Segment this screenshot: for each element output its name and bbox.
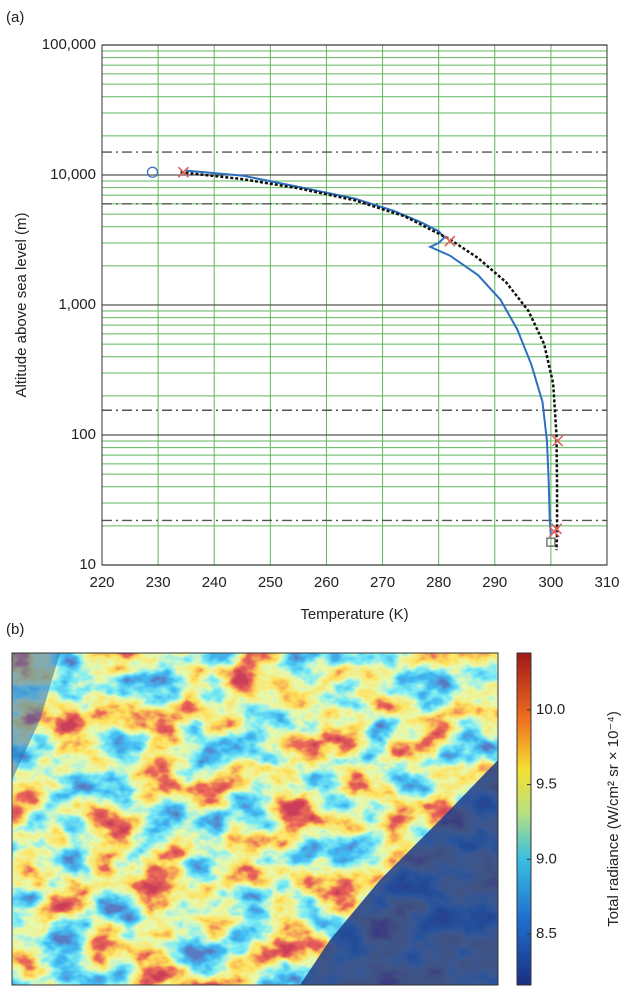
colorbar-tick-label: 10.0	[536, 701, 565, 718]
panel-label: (b)	[6, 621, 24, 638]
colorbar-tick-label: 8.5	[536, 925, 557, 942]
profile-line	[180, 171, 559, 551]
y-tick-label: 100	[71, 426, 96, 443]
colorbar	[516, 652, 532, 986]
x-tick-label: 250	[258, 574, 283, 591]
x-tick-label: 240	[202, 574, 227, 591]
x-tick-label: 220	[89, 574, 114, 591]
x-axis-label: Temperature (K)	[300, 606, 408, 623]
x-tick-label: 300	[538, 574, 563, 591]
image-region	[12, 653, 60, 780]
image-region	[300, 760, 498, 985]
colorbar-tick-label: 9.5	[536, 776, 557, 793]
x-tick-label: 290	[482, 574, 507, 591]
y-tick-label: 100,000	[42, 36, 96, 53]
y-tick-label: 10	[79, 556, 96, 573]
profile-line	[186, 169, 552, 536]
panel-a: (a) 10 100 1,000 10,000 100,000 220 230 240 250 26…	[6, 9, 620, 623]
radiance-image	[12, 653, 498, 985]
colorbar-label: Total radiance (W/cm² sr × 10⁻⁴)	[605, 711, 622, 927]
panel-label: (a)	[6, 9, 24, 26]
colorbar-tick-label: 9.0	[536, 850, 557, 867]
image-frame	[11, 652, 499, 986]
y-tick-label: 1,000	[58, 296, 96, 313]
x-tick-label: 280	[426, 574, 451, 591]
y-tick-label: 10,000	[50, 166, 96, 183]
x-tick-label: 230	[146, 574, 171, 591]
x-tick-label: 260	[314, 574, 339, 591]
x-tick-label: 310	[594, 574, 619, 591]
panel-b: (b) 10.0 9.5 9.0 8.5 Total radiance (W/cm² sr…	[6, 621, 622, 986]
plot-frame	[101, 44, 608, 566]
marker	[550, 523, 563, 535]
marker	[546, 537, 556, 547]
marker	[146, 166, 159, 178]
marker	[552, 435, 564, 447]
y-axis-label: Altitude above sea level (m)	[13, 212, 30, 397]
x-tick-label: 270	[370, 574, 395, 591]
marker	[444, 235, 456, 247]
marker	[177, 166, 189, 178]
